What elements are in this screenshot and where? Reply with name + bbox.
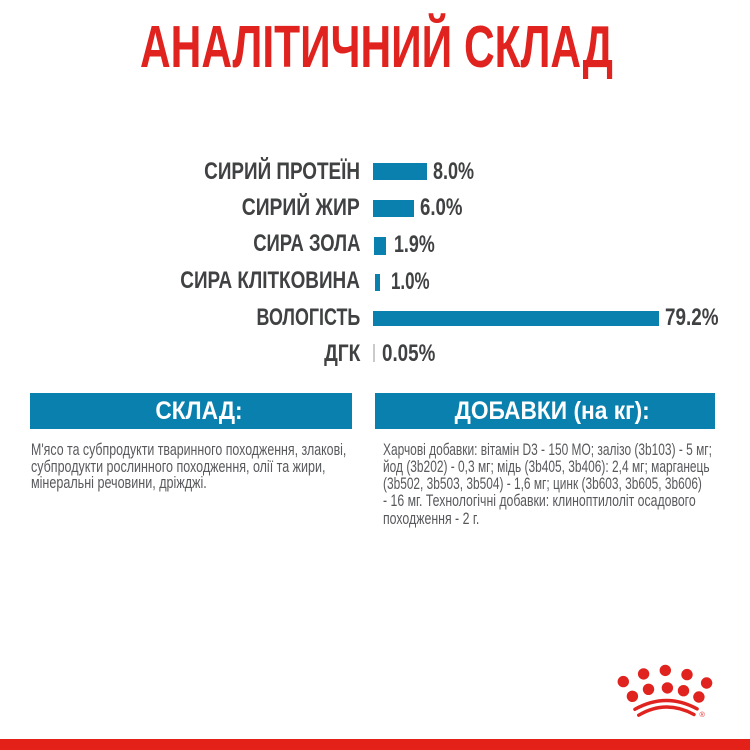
- svg-text:®: ®: [700, 710, 706, 719]
